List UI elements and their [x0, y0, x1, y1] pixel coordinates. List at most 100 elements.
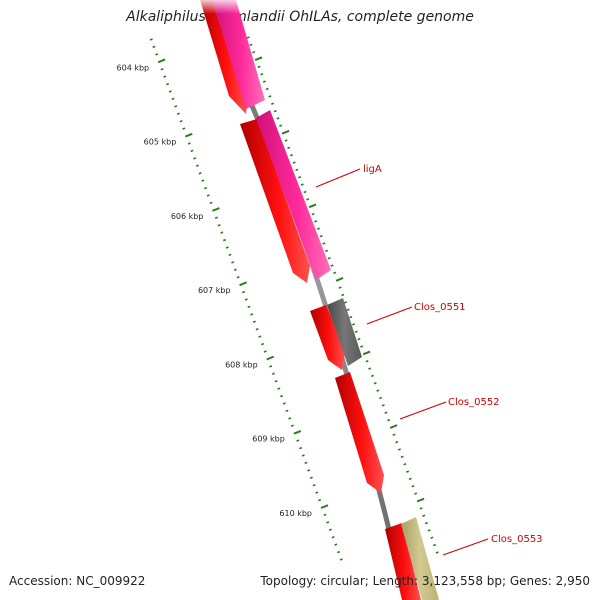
outer-scale-tick-18	[295, 168, 299, 172]
inner-scale-tick-6	[165, 82, 170, 86]
inner-scale-tick-45	[271, 372, 275, 376]
outer-scale-tick-54	[392, 433, 396, 437]
inner-scale-tick-28	[225, 246, 229, 249]
outer-scale-tick-13	[281, 129, 290, 135]
inner-scale-tick-54	[296, 439, 300, 442]
outer-scale-tick-3	[254, 56, 263, 61]
inner-scale-tick-4	[160, 67, 164, 71]
outer-scale-tick-14	[284, 139, 288, 142]
gene-label-ligA[interactable]: ligA	[363, 164, 382, 175]
inner-scale-tick-58	[307, 469, 311, 472]
gene-leader-clos0553	[442, 538, 489, 556]
outer-scale-tick-35	[341, 293, 345, 297]
outer-scale-tick-8	[268, 95, 272, 98]
rna-feature[interactable]	[212, 0, 265, 109]
inner-scale-tick-2	[155, 53, 159, 56]
outer-scale-tick-58	[403, 462, 407, 466]
inner-scale-tick-49	[282, 402, 286, 405]
inner-scale-tick-3	[157, 58, 166, 64]
outer-scale-tick-45	[368, 367, 372, 370]
scale-label-4: 608 kbp	[225, 360, 258, 369]
inner-scale-tick-50	[285, 409, 289, 413]
inner-scale-tick-44	[269, 365, 273, 368]
outer-scale-tick-36	[343, 301, 347, 304]
inner-scale-tick-40	[258, 335, 262, 338]
scale-label-5: 609 kbp	[252, 435, 285, 444]
outer-scale-tick-49	[379, 396, 383, 400]
outer-scale-tick-37	[346, 308, 350, 311]
outer-scale-tick-25	[314, 220, 318, 223]
inner-scale-tick-16	[193, 157, 197, 160]
outer-scale-tick-53	[389, 424, 398, 429]
inner-scale-tick-47	[277, 387, 281, 390]
inner-scale-tick-31	[233, 268, 237, 272]
outer-scale-tick-26	[316, 227, 320, 231]
outer-scale-tick-15	[287, 146, 291, 150]
outer-scale-tick-47	[373, 382, 377, 385]
cds-feature[interactable]	[200, 0, 248, 114]
inner-scale-tick-37	[250, 313, 254, 316]
outer-scale-tick-61	[411, 485, 415, 488]
outer-scale-tick-20	[300, 183, 304, 186]
outer-scale-tick-42	[360, 345, 364, 348]
scale-label-3: 607 kbp	[198, 286, 231, 295]
outer-scale-tick-34	[338, 286, 342, 289]
outer-scale-tick-12	[279, 124, 283, 128]
inner-scale-tick-22	[209, 201, 213, 205]
outer-scale-tick-1	[249, 43, 253, 47]
outer-scale-tick-64	[419, 507, 423, 510]
outer-scale-tick-63	[416, 497, 425, 503]
inner-scale-tick-42	[263, 350, 267, 353]
inner-scale-tick-65	[326, 521, 330, 524]
inner-scale-tick-43	[266, 355, 275, 361]
outer-scale-tick-30	[327, 256, 331, 260]
outer-scale-tick-40	[354, 330, 358, 334]
inner-scale-tick-35	[244, 298, 248, 301]
inner-scale-tick-34	[241, 290, 246, 294]
inner-scale-tick-64	[323, 513, 327, 517]
cds-feature[interactable]	[240, 119, 310, 283]
outer-scale-tick-66	[424, 521, 428, 525]
gene-label-clos0552[interactable]: Clos_0552	[448, 397, 500, 408]
outer-scale-tick-56	[397, 448, 401, 451]
cds-feature[interactable]	[310, 305, 345, 370]
cds-feature-ligA[interactable]	[385, 523, 421, 600]
outer-scale-tick-2	[252, 50, 256, 54]
scale-tick-labels: 604 kbp 605 kbp 606 kbp 607 kbp 608 kbp 609 k…	[117, 63, 312, 518]
inner-scale-tick-46	[274, 379, 278, 383]
inner-scale-tick-15	[190, 149, 194, 153]
outer-scale-tick-70	[435, 551, 439, 554]
rna-feature[interactable]	[256, 110, 331, 280]
inner-scale-tick-62	[317, 498, 322, 502]
inner-scale-tick-29	[228, 253, 232, 257]
misc-feature[interactable]	[401, 517, 439, 600]
inner-scale-tick-7	[168, 90, 172, 93]
inner-scale-tick-8	[171, 97, 175, 101]
inner-scale-tick-63	[320, 504, 329, 509]
inner-scale-tick-36	[247, 305, 251, 309]
inner-scale-tick-25	[217, 223, 221, 227]
inner-scale-tick-19	[201, 179, 205, 182]
inner-scale-tick-69	[336, 550, 341, 554]
outer-scale-tick-43	[362, 350, 371, 356]
pseudo-feature[interactable]	[327, 298, 362, 366]
outer-scale-tick-38	[349, 315, 353, 319]
inner-scale-tick-56	[301, 454, 305, 457]
inner-scale-tick-70	[339, 558, 343, 561]
inner-scale-tick-1	[152, 45, 156, 49]
inner-scale-tick-67	[331, 535, 335, 539]
gene-leader-clos0551	[366, 306, 413, 325]
inner-scale-tick-68	[334, 543, 338, 546]
inner-scale-tick-18	[198, 171, 202, 175]
cds-feature[interactable]	[335, 372, 384, 493]
outer-scale-tick-39	[352, 323, 356, 326]
genome-summary-text: Topology: circular; Length: 3,123,558 bp…	[260, 574, 590, 588]
gene-leader-ligA	[315, 168, 361, 188]
inner-scale-tick-13	[184, 132, 193, 138]
scale-label-2: 606 kbp	[171, 212, 204, 221]
gene-label-clos0553[interactable]: Clos_0553	[491, 534, 543, 545]
scale-label-1: 605 kbp	[144, 138, 177, 147]
gene-label-clos0551[interactable]: Clos_0551	[414, 302, 466, 313]
top-fade	[190, 0, 260, 14]
inner-scale-tick-0	[149, 38, 153, 41]
